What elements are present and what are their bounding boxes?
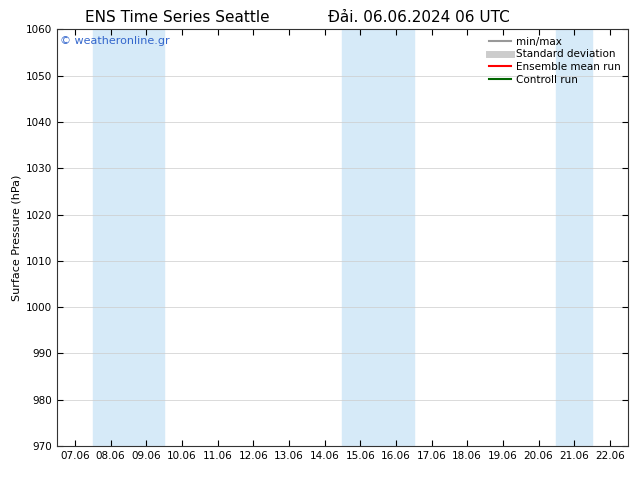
Bar (557, 29, 592, 446)
Y-axis label: Surface Pressure (hPa): Surface Pressure (hPa) (12, 174, 22, 301)
Text: ENS Time Series Seattle: ENS Time Series Seattle (85, 10, 270, 25)
Bar (93, 29, 164, 446)
Text: Đải. 06.06.2024 06 UTC: Đải. 06.06.2024 06 UTC (328, 10, 509, 25)
Legend: min/max, Standard deviation, Ensemble mean run, Controll run: min/max, Standard deviation, Ensemble me… (486, 35, 623, 87)
Text: © weatheronline.gr: © weatheronline.gr (60, 36, 169, 46)
Bar (342, 29, 413, 446)
